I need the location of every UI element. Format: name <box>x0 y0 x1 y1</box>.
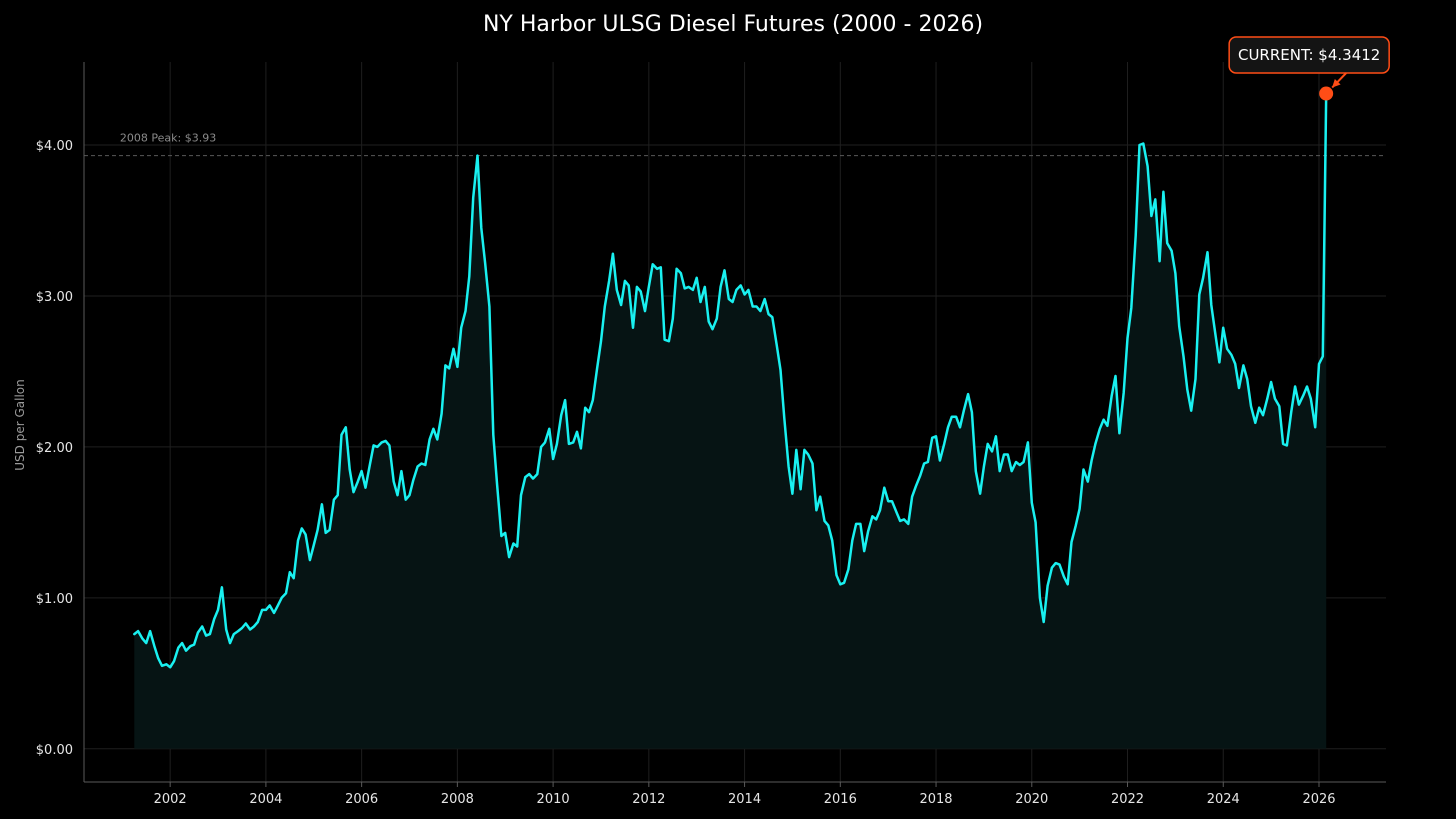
x-tick-label: 2020 <box>1015 792 1048 807</box>
x-tick-label: 2008 <box>441 792 474 807</box>
y-tick-label: $2.00 <box>36 441 73 456</box>
x-tick-label: 2026 <box>1302 792 1335 807</box>
axes: $0.00 $1.00 $2.00 $3.00 $4.00 2002 2004 2006 200… <box>36 62 1386 807</box>
y-tick-label: $0.00 <box>36 743 73 758</box>
series-group <box>133 92 1328 749</box>
y-tick-label: $3.00 <box>36 290 73 305</box>
x-tick-label: 2024 <box>1207 792 1240 807</box>
x-tick-label: 2012 <box>632 792 665 807</box>
y-tick-label: $4.00 <box>36 139 73 154</box>
x-tick-label: 2004 <box>249 792 282 807</box>
x-tick-label: 2022 <box>1111 792 1144 807</box>
series-area-fill <box>134 93 1327 749</box>
x-tick-label: 2018 <box>919 792 952 807</box>
current-annotation-group: CURRENT: $4.3412 <box>1228 36 1390 101</box>
x-tick-label: 2010 <box>537 792 570 807</box>
reference-line-group: 2008 Peak: $3.93 <box>84 132 1386 157</box>
current-callout-label: CURRENT: $4.3412 <box>1238 46 1380 64</box>
x-tick-label: 2014 <box>728 792 761 807</box>
series-line <box>133 92 1328 669</box>
y-axis-label: USD per Gallon <box>13 379 27 470</box>
chart-title: NY Harbor ULSG Diesel Futures (2000 - 20… <box>483 12 983 37</box>
current-callout-arrow-head <box>1332 78 1341 88</box>
y-tick-label: $1.00 <box>36 592 73 607</box>
x-tick-label: 2016 <box>824 792 857 807</box>
x-tick-label: 2002 <box>154 792 187 807</box>
current-value-marker <box>1319 86 1334 101</box>
current-callout-box <box>1228 36 1390 74</box>
peak-reference-label: 2008 Peak: $3.93 <box>120 132 216 145</box>
x-tick-label: 2006 <box>345 792 378 807</box>
